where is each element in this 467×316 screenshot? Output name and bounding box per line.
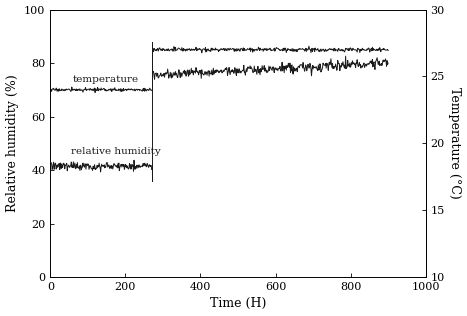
X-axis label: Time (H): Time (H) [210,297,266,310]
Y-axis label: Relative humidity (%): Relative humidity (%) [6,74,19,212]
Text: temperature: temperature [73,75,139,84]
Text: relative humidity: relative humidity [71,147,161,156]
Y-axis label: Temperature (°C): Temperature (°C) [448,88,461,199]
